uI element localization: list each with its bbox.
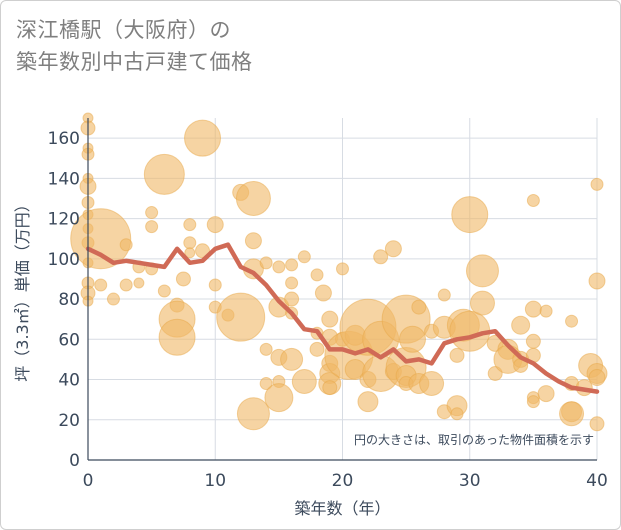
bubble-point: [419, 371, 445, 397]
bubble-point: [133, 277, 145, 289]
gridlines: [88, 118, 598, 460]
x-tick-label: 20: [332, 471, 354, 491]
bubble-point: [559, 401, 585, 427]
bubble-point: [268, 296, 290, 318]
bubble-series: [70, 112, 608, 432]
bubble-point: [310, 268, 324, 282]
bubble-point: [322, 380, 338, 396]
bubble-point: [309, 341, 325, 357]
bubble-point: [285, 276, 299, 290]
y-tick-label: 100: [48, 250, 80, 270]
x-tick-label: 10: [204, 471, 226, 491]
bubble-point: [143, 153, 185, 195]
bubble-point: [511, 315, 531, 335]
bubble-point: [183, 236, 197, 250]
bubble-point: [119, 278, 133, 292]
bubble-point: [537, 385, 555, 403]
bubble-point: [94, 278, 108, 292]
bubble-point: [411, 299, 427, 315]
bubble-point: [280, 347, 304, 371]
y-tick-label: 0: [69, 451, 80, 471]
bubble-point: [398, 325, 426, 353]
bubble-point: [285, 258, 299, 272]
bubble-point: [449, 347, 465, 363]
bubble-point: [119, 238, 133, 252]
y-tick-label: 120: [48, 210, 80, 230]
bubble-point: [524, 300, 542, 318]
bubble-point: [469, 290, 495, 316]
bubble-point: [272, 260, 286, 274]
bubble-point: [590, 177, 604, 191]
y-tick-label: 20: [58, 411, 80, 431]
bubble-point: [589, 416, 605, 432]
chart-title: 深江橋駅（大阪府）の 築年数別中古戸建て価格: [16, 14, 253, 78]
x-tick-label: 0: [83, 471, 94, 491]
y-axis-label: 坪（3.3㎡）単価（万円）: [13, 196, 32, 381]
bubble-point: [236, 397, 270, 431]
bubble-point: [373, 249, 389, 265]
bubble-point: [259, 377, 273, 391]
bubble-point: [183, 218, 197, 232]
bubble-point: [336, 262, 349, 276]
bubble-point: [297, 250, 311, 264]
y-tick-label: 140: [48, 169, 80, 189]
bubble-size-note: 円の大きさは、取引のあった物件面積を示す: [354, 432, 594, 447]
title-line-2: 築年数別中古戸建て価格: [16, 50, 253, 74]
bubble-point: [235, 180, 271, 216]
bubble-point: [291, 369, 317, 395]
bubble-point: [384, 240, 402, 258]
x-tick-label: 40: [586, 471, 608, 491]
bubble-point: [525, 333, 541, 349]
bubble-point: [145, 220, 159, 234]
bubble-point: [184, 119, 222, 157]
bubble-point: [175, 271, 191, 287]
bubble-point: [314, 284, 332, 302]
bubble-point: [437, 288, 451, 302]
bubble-point: [284, 291, 300, 307]
bubble-point: [539, 304, 553, 318]
tick-labels: 0 20 40 60 80 100 120 140 160 0 10 20 30 40: [48, 129, 608, 491]
x-tick-label: 30: [459, 471, 481, 491]
bubble-point: [244, 232, 262, 250]
bubble-point: [216, 292, 266, 342]
bubble-point: [451, 196, 489, 234]
bubble-point: [588, 272, 606, 290]
bubble-point: [588, 369, 606, 387]
y-tick-label: 60: [58, 330, 80, 350]
bubble-point: [465, 254, 499, 288]
bubble-point: [526, 193, 540, 207]
trend-line: [85, 242, 600, 394]
y-tick-label: 160: [48, 129, 80, 149]
bubble-point: [259, 342, 273, 356]
x-axis-label: 築年数（年）: [294, 499, 390, 518]
title-line-1: 深江橋駅（大阪府）の: [16, 18, 231, 42]
bubble-point: [208, 278, 222, 292]
bubble-point: [264, 383, 294, 413]
bubble-point: [70, 208, 132, 270]
bubble-point: [259, 256, 273, 270]
y-tick-label: 80: [58, 290, 80, 310]
bubble-point: [321, 310, 339, 328]
y-tick-label: 40: [58, 371, 80, 391]
axes: [87, 118, 597, 461]
bubble-point: [158, 318, 196, 356]
bubble-point: [526, 395, 540, 409]
bubble-point: [206, 216, 224, 234]
bubble-point: [157, 284, 171, 298]
bubble-point: [145, 206, 159, 220]
bubble-point: [106, 292, 120, 306]
bubble-point: [357, 391, 379, 413]
bubble-point: [184, 247, 196, 259]
bubble-point: [450, 407, 464, 421]
bubble-point: [565, 314, 579, 328]
